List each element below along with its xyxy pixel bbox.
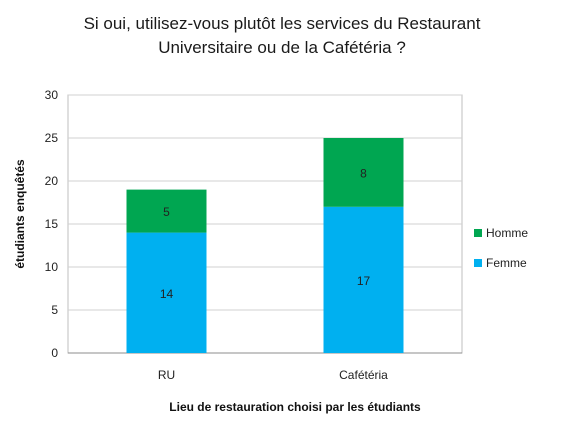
chart-title-line-1: Si oui, utilisez-vous plutôt les service…	[83, 14, 481, 33]
y-tick-label: 15	[45, 217, 59, 231]
bar-segment-homme	[323, 138, 404, 207]
legend-swatch-femme	[474, 259, 482, 267]
bar-segment-femme	[126, 232, 207, 353]
y-tick-label: 25	[45, 131, 59, 145]
legend-label-femme: Femme	[486, 256, 527, 270]
data-label: 8	[360, 166, 367, 180]
legend-label-homme: Homme	[486, 226, 528, 240]
y-tick-label: 30	[45, 88, 59, 102]
y-tick-label: 10	[45, 260, 59, 274]
legend-swatch-homme	[474, 229, 482, 237]
bar-segment-femme	[323, 206, 404, 353]
x-tick-label: Cafétéria	[339, 368, 388, 382]
y-tick-label: 5	[51, 303, 58, 317]
y-tick-label: 0	[51, 346, 58, 360]
y-tick-label: 20	[45, 174, 59, 188]
chart-title-line-2: Universitaire ou de la Cafétéria ?	[158, 38, 406, 57]
x-tick-label: RU	[158, 368, 175, 382]
bar-segment-homme	[126, 189, 207, 233]
x-axis-title: Lieu de restauration choisi par les étud…	[169, 400, 421, 414]
y-axis-title: étudiants enquêtés	[13, 159, 27, 269]
data-label: 5	[163, 205, 170, 219]
data-label: 14	[160, 287, 174, 301]
data-label: 17	[357, 274, 371, 288]
